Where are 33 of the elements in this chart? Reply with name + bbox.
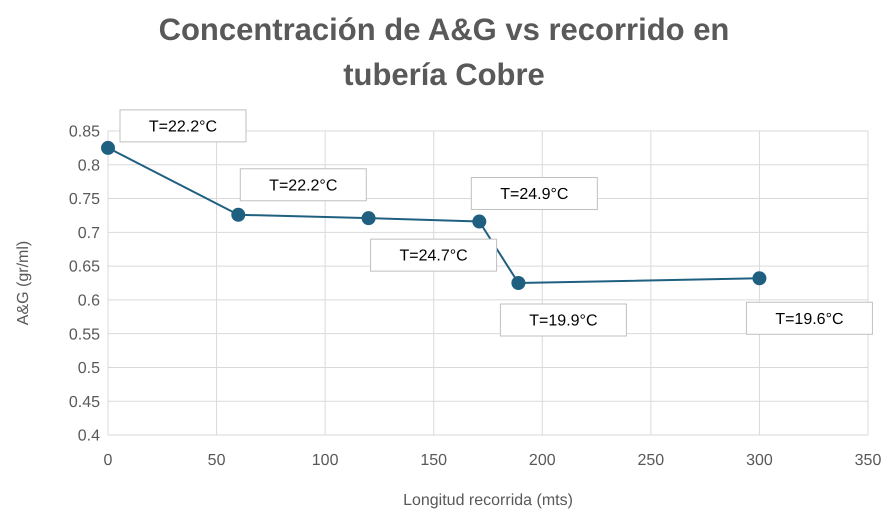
point: [752, 271, 766, 286]
annotation: T=19.9°C: [529, 312, 598, 330]
y-tick-label: 0.4: [78, 428, 100, 445]
y-tick-label: 0.55: [68, 326, 100, 344]
y-tick-label: 0.5: [78, 360, 100, 378]
x-tick-label: 200: [528, 452, 556, 469]
y-axis-title: A&G (gr/ml): [15, 240, 32, 326]
annotation: T=22.2°C: [269, 177, 338, 194]
annotation: T=22.2°C: [148, 118, 218, 136]
y-tick-label: 0.75: [68, 191, 100, 208]
y-tick-label: 0.65: [68, 258, 100, 276]
x-tick-label: 50: [208, 452, 226, 469]
x-tick-label: 150: [420, 452, 448, 469]
x-tick-label: 100: [312, 452, 339, 469]
x-tick-label: 300: [746, 452, 773, 469]
point: [362, 211, 376, 226]
x-tick-label: 350: [854, 452, 882, 469]
point: [472, 214, 486, 229]
annotation: T=19.6°C: [775, 310, 844, 328]
x-tick-label: 250: [638, 452, 664, 469]
y-tick-label: 0.8: [78, 157, 100, 174]
y-tick-label: 0.7: [78, 224, 100, 242]
point: [101, 140, 115, 155]
y-tick-label: 0.6: [78, 292, 100, 310]
annotation: T=24.7°C: [399, 248, 468, 265]
x-axis-title: Longitud recorrida (mts): [403, 492, 573, 509]
point: [231, 208, 246, 222]
annotation: T=24.9°C: [500, 186, 568, 204]
point: [511, 276, 526, 290]
x-tick-label: 0: [104, 452, 113, 469]
y-tick-label: 0.85: [68, 124, 100, 141]
y-tick-label: 0.45: [68, 394, 100, 411]
chart-title: Concentración de A&G vs recorrido en tubería Cobre: [158, 12, 730, 92]
